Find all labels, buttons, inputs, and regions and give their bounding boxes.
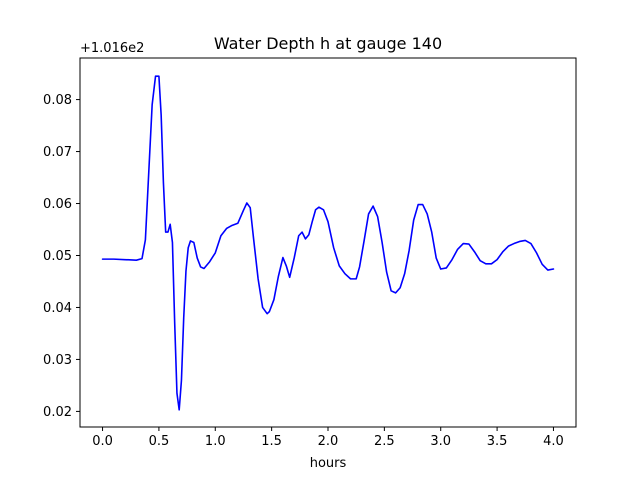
y-tick-label: 0.06 (43, 197, 72, 212)
x-tick-label: 0.5 (149, 434, 170, 449)
y-tick-label: 0.03 (43, 353, 72, 368)
x-tick-label: 2.5 (374, 434, 395, 449)
chart-title: Water Depth h at gauge 140 (214, 34, 442, 53)
y-axis-offset-label: +1.016e2 (80, 41, 144, 56)
y-tick-label: 0.07 (43, 145, 72, 160)
y-tick-label: 0.04 (43, 301, 72, 316)
x-tick-label: 2.0 (318, 434, 339, 449)
x-tick-label: 3.5 (487, 434, 508, 449)
x-tick-label: 0.0 (92, 434, 113, 449)
plot-area: 0.0 0.5 1.0 1.5 2.0 2.5 3.0 3.5 4.0 0.02 0.03 0.04 0… (43, 57, 577, 449)
x-tick-label: 1.5 (261, 434, 282, 449)
x-tick-label: 1.0 (205, 434, 226, 449)
y-tick-label: 0.05 (43, 249, 72, 264)
x-tick-label: 4.0 (543, 434, 564, 449)
y-tick-label: 0.08 (43, 93, 72, 108)
series-line-0 (101, 75, 555, 411)
x-axis-label: hours (310, 456, 347, 471)
y-tick-label: 0.02 (43, 405, 72, 420)
x-tick-label: 3.0 (430, 434, 451, 449)
